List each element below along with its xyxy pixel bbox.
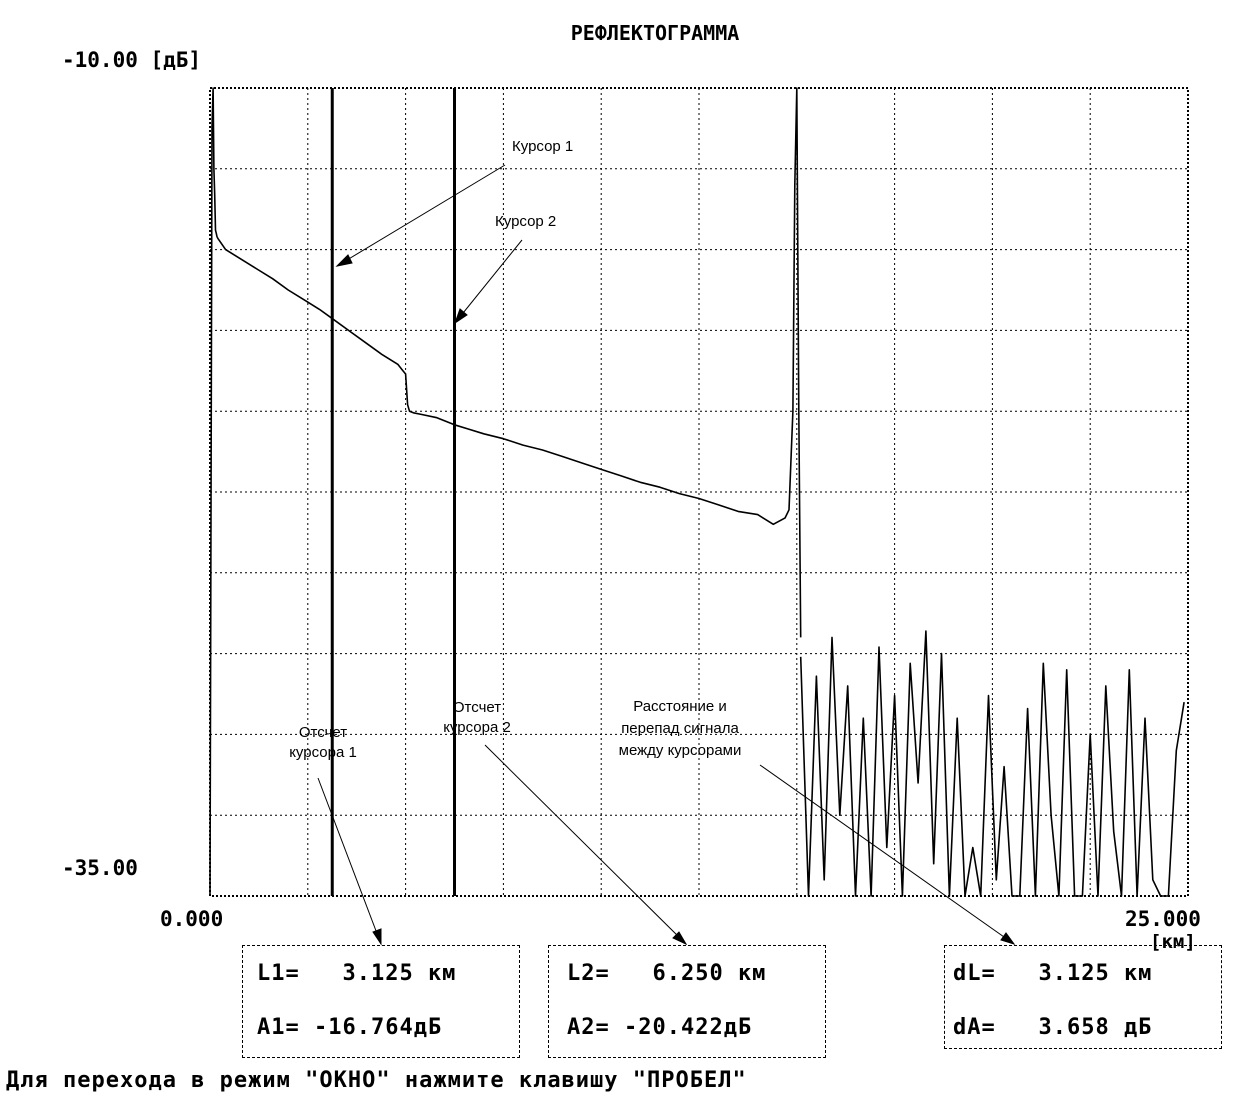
- annotation-layer: [317, 164, 1016, 946]
- readout-l2: L2= 6.250 км: [567, 961, 767, 986]
- arrowhead-reading2: [672, 931, 688, 946]
- x-axis-unit-label: [км]: [1150, 931, 1196, 953]
- cursor-lines: [330, 88, 456, 896]
- readout-a1: A1= -16.764дБ: [257, 1015, 443, 1040]
- pointer-delta: [759, 764, 1015, 945]
- arrowhead-reading1: [372, 928, 382, 946]
- x-axis-right-label: 25.000: [1125, 907, 1201, 931]
- trace-series: [209, 87, 1185, 897]
- readout-l1: L1= 3.125 км: [257, 961, 457, 986]
- annotation-cursor2: Курсор 2: [495, 213, 556, 230]
- arrowhead-cursor2: [454, 308, 468, 325]
- arrowhead-delta: [1000, 932, 1016, 945]
- pointer-cursor2: [454, 239, 523, 324]
- annotation-delta-line1: Расстояние и: [633, 698, 727, 715]
- pointer-cursor1: [336, 164, 506, 267]
- annotation-reading2-line2: курсора 2: [443, 719, 511, 736]
- y-axis-bottom-label: -35.00: [62, 856, 138, 880]
- annotation-delta-line3: между курсорами: [619, 742, 742, 759]
- readout-a2: A2= -20.422дБ: [567, 1015, 753, 1040]
- readout-box-cursor2: [548, 945, 826, 1058]
- annotation-cursor1: Курсор 1: [512, 138, 573, 155]
- series-line-2: [799, 630, 1185, 897]
- pointer-reading1: [317, 777, 382, 945]
- annotation-reading1-line1: Отсчет: [299, 724, 347, 741]
- readout-box-cursor1: [242, 945, 520, 1058]
- arrowhead-cursor1: [335, 254, 353, 267]
- y-axis-top-label: -10.00 [дБ]: [62, 48, 201, 72]
- readout-da: dA= 3.658 дБ: [953, 1015, 1153, 1040]
- series-line-1: [209, 87, 802, 897]
- annotation-reading1-line2: курсора 1: [289, 744, 357, 761]
- annotation-reading2-line1: Отсчет: [453, 699, 501, 716]
- pointer-reading2: [484, 744, 687, 945]
- chart-title: РЕФЛЕКТОГРАММА: [571, 21, 740, 45]
- readout-dl: dL= 3.125 км: [953, 961, 1153, 986]
- chart-grid: [210, 88, 1188, 896]
- footer-hint: Для перехода в режим "ОКНО" нажмите клав…: [6, 1068, 747, 1093]
- plot-frame: [209, 87, 1189, 897]
- annotation-delta-line2: перепад сигнала: [621, 720, 739, 737]
- readout-box-delta: [944, 945, 1222, 1049]
- x-axis-left-label: 0.000: [160, 907, 223, 931]
